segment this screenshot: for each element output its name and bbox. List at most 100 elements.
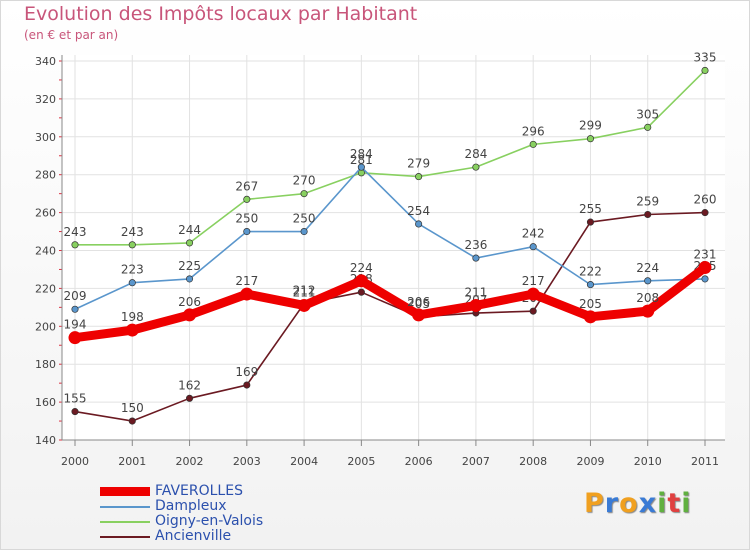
series-line	[74, 69, 706, 246]
legend-label: Ancienville	[155, 528, 232, 544]
series-line	[74, 211, 706, 422]
logo-letter: P	[584, 488, 605, 519]
data-label: 206	[178, 295, 201, 309]
data-label: 222	[579, 265, 602, 279]
data-label: 211	[293, 285, 316, 299]
data-point	[243, 381, 251, 389]
data-point	[185, 394, 194, 402]
data-point	[644, 277, 652, 285]
data-label: 212	[293, 284, 316, 298]
y-tick-label: 240	[35, 245, 56, 258]
data-point	[243, 195, 251, 203]
data-label: 217	[522, 274, 545, 288]
x-tick-label: 2002	[176, 455, 204, 468]
x-tick-label: 2004	[290, 455, 318, 468]
data-label: 225	[178, 259, 201, 273]
y-tick-label: 280	[35, 169, 56, 182]
data-point	[529, 307, 537, 315]
data-point	[357, 288, 365, 296]
x-tick-label: 2010	[634, 455, 662, 468]
x-tick-label: 2000	[61, 455, 89, 468]
plot-area	[62, 55, 725, 440]
data-label: 259	[636, 194, 659, 208]
data-point	[68, 331, 82, 345]
series-line	[74, 166, 706, 311]
data-point	[243, 228, 251, 236]
data-point	[357, 163, 365, 171]
data-label: 250	[235, 212, 258, 226]
data-label: 335	[694, 50, 717, 64]
data-label: 254	[407, 204, 430, 218]
data-label: 162	[178, 378, 201, 392]
data-point	[586, 281, 595, 289]
data-point	[185, 275, 194, 283]
y-tick-label: 340	[35, 55, 56, 68]
logo-letter: x	[638, 488, 658, 519]
data-point	[701, 66, 709, 75]
data-point	[469, 298, 483, 312]
data-point	[529, 243, 537, 251]
data-point	[583, 310, 597, 324]
data-label: 243	[121, 225, 144, 239]
data-label: 296	[522, 124, 545, 138]
chart-title: Evolution des Impôts locaux par Habitant	[24, 3, 418, 25]
data-point	[701, 275, 709, 283]
data-point	[71, 241, 79, 249]
x-tick-label: 2006	[405, 455, 433, 468]
data-point	[701, 209, 709, 217]
x-tick-label: 2009	[576, 455, 604, 468]
x-tick-label: 2008	[519, 455, 547, 468]
data-label: 155	[64, 392, 87, 406]
data-point	[125, 323, 139, 337]
y-tick-label: 200	[35, 320, 56, 333]
data-label: 205	[579, 297, 602, 311]
legend-label: Oigny-en-Valois	[155, 513, 264, 529]
data-point	[415, 173, 423, 181]
logo-letter: i	[681, 488, 692, 519]
logo-letter: i	[657, 488, 668, 519]
chart-legend: FAVEROLLES Dampleux Oigny-en-Valois Ancienv…	[100, 484, 400, 544]
data-label: 260	[694, 193, 717, 207]
y-tick-label: 160	[35, 396, 56, 409]
logo-letter: o	[619, 488, 639, 519]
legend-item: FAVEROLLES	[100, 484, 400, 499]
legend-item: Dampleux	[100, 499, 400, 514]
data-point	[644, 123, 652, 131]
data-label: 231	[694, 248, 717, 262]
data-point	[71, 408, 79, 416]
data-label: 267	[235, 179, 258, 193]
data-label: 305	[636, 107, 659, 121]
data-label: 211	[464, 285, 487, 299]
data-point	[71, 305, 79, 313]
data-label: 299	[579, 119, 602, 133]
data-point	[300, 190, 308, 198]
y-tick-label: 300	[35, 131, 56, 144]
data-point	[644, 210, 652, 219]
y-tick-label: 260	[35, 207, 56, 220]
data-point	[300, 228, 308, 236]
series-line	[70, 263, 710, 343]
data-label: 150	[121, 401, 144, 415]
legend-swatch	[100, 521, 150, 523]
data-label: 281	[350, 153, 373, 167]
logo-letter: r	[604, 488, 620, 519]
x-tick-label: 2001	[118, 455, 146, 468]
legend-item: Oigny-en-Valois	[100, 514, 400, 529]
data-label: 279	[407, 157, 430, 171]
data-point	[415, 220, 423, 228]
data-label: 284	[464, 147, 487, 161]
data-point	[128, 417, 136, 425]
data-label: 198	[121, 310, 144, 324]
data-label: 194	[64, 318, 87, 332]
legend-label: FAVEROLLES	[155, 483, 243, 499]
data-label: 242	[522, 227, 545, 241]
data-label: 208	[636, 291, 659, 305]
data-point	[529, 140, 537, 148]
logo-letter: t	[667, 488, 682, 519]
legend-swatch	[100, 536, 150, 538]
data-label: 255	[579, 202, 602, 216]
data-point	[412, 308, 426, 322]
data-label: 243	[64, 225, 87, 239]
data-label: 224	[350, 261, 373, 275]
y-tick-label: 320	[35, 93, 56, 106]
